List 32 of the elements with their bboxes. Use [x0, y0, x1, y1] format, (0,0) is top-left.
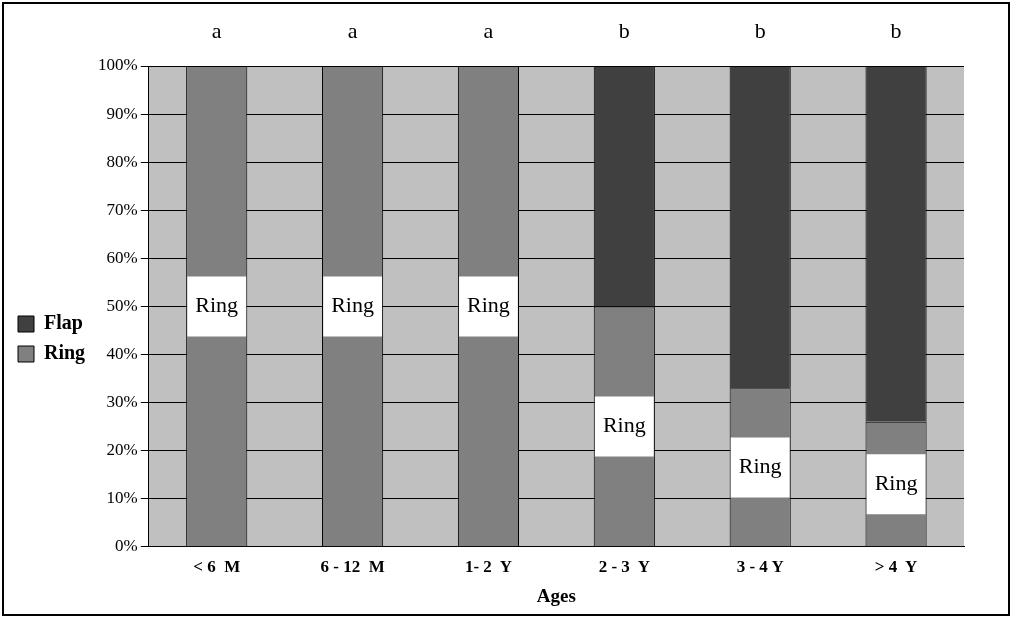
y-tick-label: 60% — [106, 247, 138, 267]
x-tick-label: < 6 M — [193, 557, 241, 577]
text: b — [890, 17, 902, 43]
annotation: Ring — [602, 412, 646, 438]
annotation: Ring — [331, 292, 374, 318]
legend-label: Flap — [44, 311, 83, 335]
y-tick-label: 10% — [106, 488, 138, 508]
y-tick-label: 50% — [106, 295, 138, 315]
text: b — [754, 17, 766, 43]
x-axis-title: Ages — [536, 584, 576, 606]
y-tick-label: 100% — [98, 55, 138, 75]
y-tick-label: 30% — [106, 392, 138, 412]
annotation: Ring — [738, 453, 782, 479]
x-tick-label: 2 - 3 Y — [598, 557, 650, 577]
y-tick-label: 0% — [115, 536, 138, 556]
y-tick-label: 40% — [106, 343, 138, 363]
text: a — [483, 17, 494, 43]
text: a — [211, 17, 222, 43]
x-tick-label: 6 - 12 M — [320, 557, 385, 577]
legend-label: Ring — [44, 341, 86, 365]
annotation: Ring — [467, 292, 510, 318]
y-tick-label: 70% — [106, 199, 138, 219]
x-tick-label: 3 - 4 Y — [736, 557, 784, 577]
y-tick-label: 90% — [106, 103, 138, 123]
annotation: Ring — [195, 292, 239, 318]
text: a — [347, 17, 358, 43]
x-tick-label: 1- 2 Y — [464, 557, 512, 577]
annotation: Ring — [874, 470, 918, 496]
y-tick-label: 80% — [106, 151, 138, 171]
x-tick-label: > 4 Y — [874, 557, 918, 577]
y-tick-label: 20% — [106, 440, 138, 460]
text: b — [618, 17, 630, 43]
